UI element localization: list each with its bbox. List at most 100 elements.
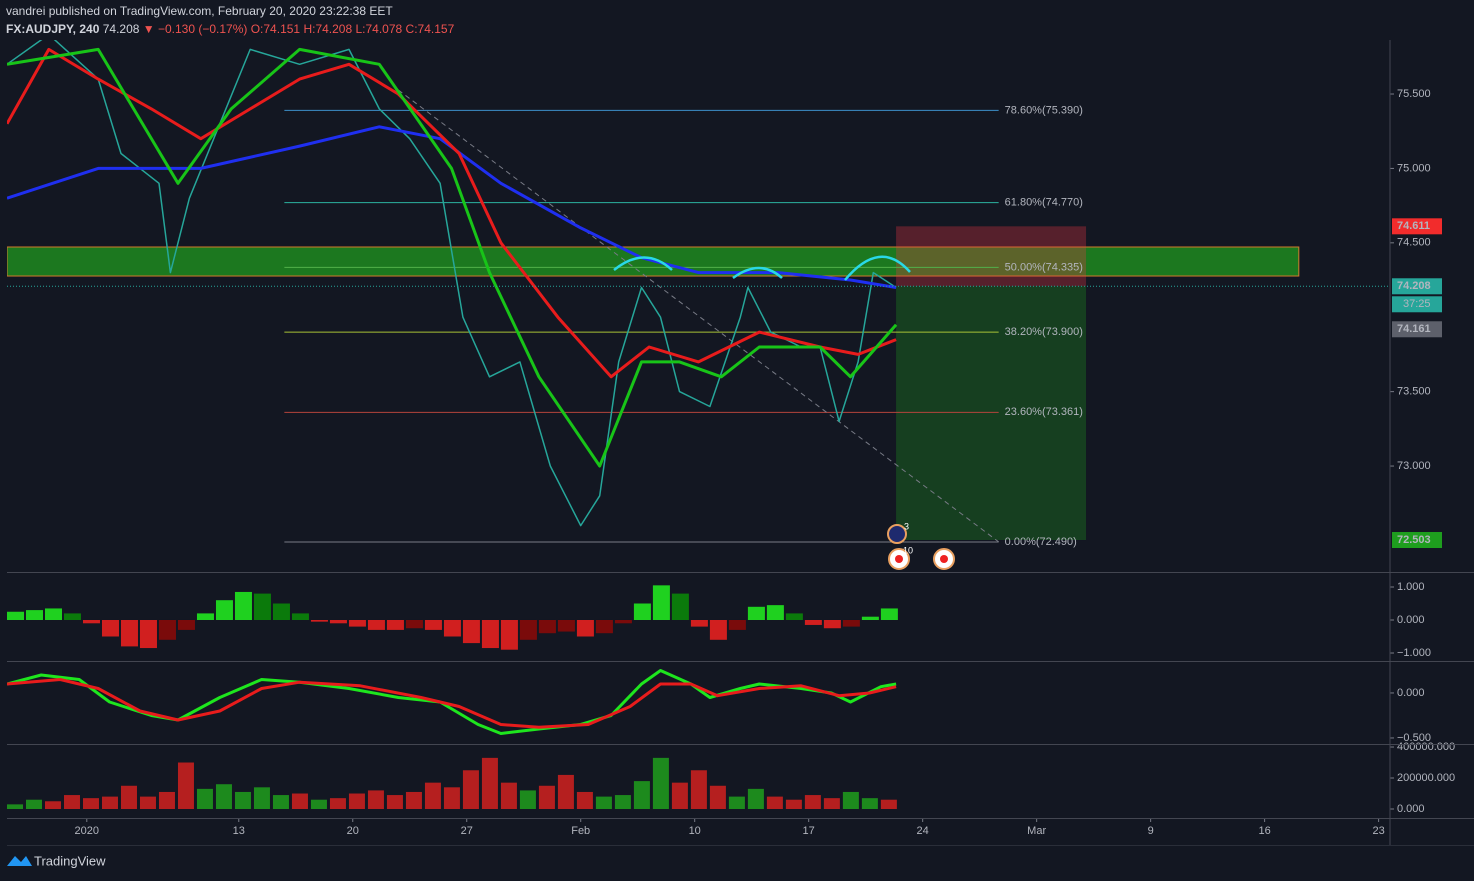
volume-bar <box>158 791 175 810</box>
volume-bar <box>861 798 878 810</box>
x-tick-label: 16 <box>1258 825 1270 837</box>
volume-bar <box>690 770 707 810</box>
volume-bar <box>25 799 42 810</box>
momentum-bar <box>25 610 43 620</box>
momentum-bar <box>234 591 252 620</box>
fib-label: 78.60%(75.390) <box>1005 104 1083 116</box>
stop-zone <box>896 226 1087 287</box>
momentum-bar <box>272 603 290 620</box>
volume-bar <box>595 796 612 810</box>
y-tick-label: 75.000 <box>1397 162 1431 174</box>
momentum-bar <box>253 593 271 620</box>
event-icon <box>887 524 907 544</box>
volume-bar <box>63 795 80 810</box>
momentum-bar <box>120 619 138 647</box>
price-tag <box>1392 532 1442 549</box>
momentum-bar <box>405 619 423 629</box>
volume-bar <box>386 795 403 810</box>
volume-bar <box>44 801 61 810</box>
x-tick-label: 2020 <box>75 825 99 837</box>
volume-bar <box>139 796 156 810</box>
momentum-bar <box>766 605 784 620</box>
y-tick-label: 0.000 <box>1397 687 1425 699</box>
volume-bar <box>671 782 688 810</box>
momentum-bar <box>481 619 499 649</box>
momentum-bar <box>139 619 157 649</box>
arc <box>844 255 911 281</box>
volume-bar <box>576 791 593 810</box>
series-line <box>7 678 897 729</box>
fib-label: 50.00%(74.335) <box>1005 261 1083 273</box>
ohlc-close: C:74.157 <box>406 22 455 36</box>
momentum-bar <box>709 619 727 640</box>
volume-bar <box>120 785 137 810</box>
y-tick-label: 73.000 <box>1397 460 1431 472</box>
momentum-bar <box>880 608 898 620</box>
x-tick-label: 9 <box>1148 825 1154 837</box>
momentum-bar <box>101 619 119 637</box>
event-icon-dot <box>895 555 903 563</box>
momentum-bar <box>310 619 328 622</box>
volume-bar <box>557 774 574 810</box>
momentum-bar <box>728 619 746 630</box>
y-tick-label: 200000.000 <box>1397 772 1455 784</box>
volume-bar <box>709 785 726 810</box>
momentum-bar <box>443 619 461 637</box>
volume-bar <box>234 791 251 810</box>
volume-bar <box>196 788 213 810</box>
volume-bar <box>481 757 498 810</box>
fib-label: 23.60%(73.361) <box>1005 406 1083 418</box>
momentum-bar <box>424 619 442 630</box>
price-tag <box>1392 218 1442 235</box>
momentum-bar <box>329 619 347 624</box>
momentum-bar <box>595 619 613 634</box>
symbol: FX:AUDJPY, 240 <box>6 22 100 36</box>
volume-bar <box>253 787 270 810</box>
volume-bar <box>766 796 783 810</box>
momentum-bar <box>63 613 81 620</box>
volume-bar <box>519 790 536 810</box>
volume-bar <box>82 798 99 810</box>
momentum-bar <box>690 619 708 627</box>
fib-label: 61.80%(74.770) <box>1005 197 1083 209</box>
volume-bar <box>538 785 555 810</box>
momentum-bar <box>785 613 803 620</box>
volume-bar <box>443 787 460 810</box>
y-tick-label: 74.500 <box>1397 237 1431 249</box>
momentum-bar <box>196 613 214 620</box>
momentum-bar <box>158 619 176 640</box>
price-change: ▼ −0.130 (−0.17%) <box>143 22 248 36</box>
countdown-label: 37:25 <box>1403 298 1431 310</box>
momentum-bar <box>500 619 518 650</box>
x-tick-label: 17 <box>803 825 815 837</box>
ohlc-high: H:74.208 <box>303 22 352 36</box>
y-tick-label: 400000.000 <box>1397 741 1455 753</box>
ohlc-low: L:74.078 <box>355 22 402 36</box>
x-tick-label: 10 <box>689 825 701 837</box>
arc <box>732 266 783 280</box>
volume-bar <box>405 791 422 810</box>
price-tag-label: 72.503 <box>1397 534 1431 546</box>
volume-bar <box>367 790 384 810</box>
momentum-bar <box>557 619 575 632</box>
y-tick-label: 73.500 <box>1397 386 1431 398</box>
volume-bar <box>291 793 308 810</box>
fib-label: 38.20%(73.900) <box>1005 326 1083 338</box>
momentum-bar <box>215 600 233 620</box>
volume-bar <box>652 757 669 810</box>
price-tag <box>1392 321 1442 338</box>
symbol-legend: FX:AUDJPY, 240 74.208 ▼ −0.130 (−0.17%) … <box>6 22 455 36</box>
volume-bar <box>462 770 479 810</box>
volume-bar <box>424 782 441 810</box>
y-tick-label: 0.000 <box>1397 614 1425 626</box>
x-tick-label: 20 <box>347 825 359 837</box>
brand[interactable]: TradingView <box>34 853 106 868</box>
price-tag-label: 74.161 <box>1397 323 1431 335</box>
countdown-tag <box>1392 296 1442 313</box>
event-count: 10 <box>903 545 913 555</box>
volume-bar <box>272 795 289 810</box>
fib-label: 0.00%(72.490) <box>1005 536 1077 548</box>
momentum-bar <box>177 619 195 630</box>
target-zone <box>896 286 1087 541</box>
